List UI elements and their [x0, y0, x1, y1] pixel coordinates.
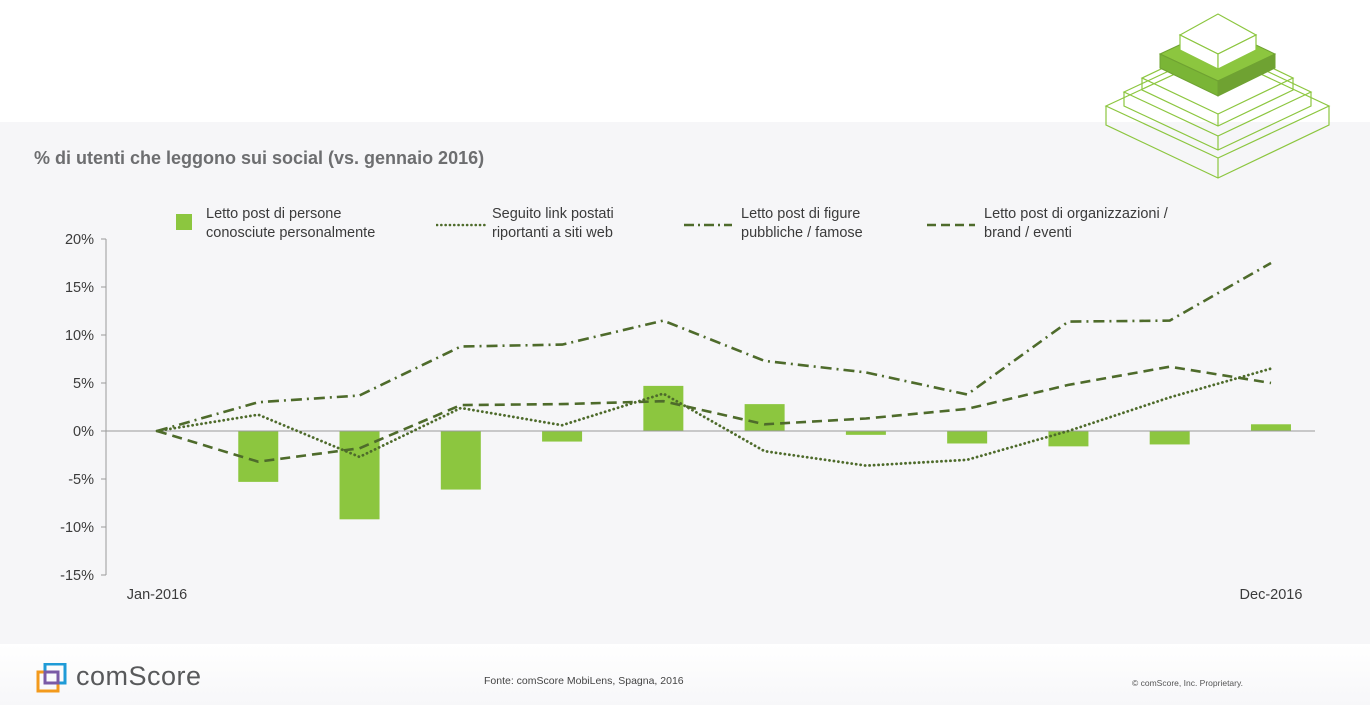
comscore-logo-text: comScore: [76, 661, 202, 691]
bar: [1048, 431, 1089, 447]
legend-label-line1: Letto post di figure: [741, 206, 861, 222]
series-line-dashed: [156, 365, 1272, 464]
legend-item-link: Seguito link postati riportanti a siti w…: [436, 205, 636, 245]
legend-label-line1: Seguito link postati: [492, 206, 614, 222]
y-tick-label: 15%: [65, 280, 94, 296]
bar: [744, 404, 785, 431]
series-line-dotted: [155, 367, 1273, 468]
comscore-logo-icon: [36, 663, 67, 693]
x-tick-label: Dec-2016: [1240, 587, 1303, 603]
legend-item-persone: Letto post di persone conosciute persona…: [176, 205, 396, 245]
legend-label-line2: riportanti a siti web: [492, 225, 613, 241]
bar: [339, 431, 380, 520]
legend-item-figure: Letto post di figure pubbliche / famose: [683, 205, 883, 245]
chart-title: % di utenti che leggono sui social (vs. …: [34, 148, 485, 168]
legend-label-line2: brand / eventi: [984, 225, 1072, 241]
y-tick-label: 20%: [65, 232, 94, 248]
copyright-note: © comScore, Inc. Proprietary.: [1132, 678, 1243, 688]
comscore-logo: comScore: [36, 660, 236, 694]
legend-label-line2: pubbliche / famose: [741, 225, 863, 241]
y-tick-label: 10%: [65, 328, 94, 344]
series-line-dashdot: [156, 261, 1272, 433]
y-tick-label: 0%: [73, 424, 94, 440]
bar: [238, 431, 279, 482]
y-tick-label: -10%: [60, 520, 94, 536]
legend-label-line2: conosciute personalmente: [206, 225, 376, 241]
bar: [440, 431, 481, 490]
bar: [643, 385, 684, 431]
bar: [542, 431, 583, 442]
y-tick-label: -15%: [60, 568, 94, 584]
source-note: Fonte: comScore MobiLens, Spagna, 2016: [484, 675, 684, 687]
legend-item-organizzazioni: Letto post di organizzazioni / brand / e…: [926, 205, 1186, 245]
legend-swatch-dashdot: [684, 223, 732, 227]
stacked-pyramid-icon: [1104, 13, 1331, 179]
bar: [845, 431, 886, 435]
legend-swatch-dotted: [436, 223, 486, 227]
legend-swatch-bar: [176, 214, 192, 230]
chart-panel: [0, 122, 1370, 644]
legend-swatch-dashed: [927, 223, 975, 227]
y-tick-label: 5%: [73, 376, 94, 392]
bar: [1149, 431, 1190, 445]
legend-label-line1: Letto post di persone: [206, 206, 342, 222]
footer-band: [0, 644, 1370, 705]
bar: [1250, 424, 1291, 431]
legend-label-line1: Letto post di organizzazioni /: [984, 206, 1168, 222]
y-tick-label: -5%: [68, 472, 94, 488]
x-tick-label: Jan-2016: [127, 587, 187, 603]
bar: [947, 431, 988, 444]
